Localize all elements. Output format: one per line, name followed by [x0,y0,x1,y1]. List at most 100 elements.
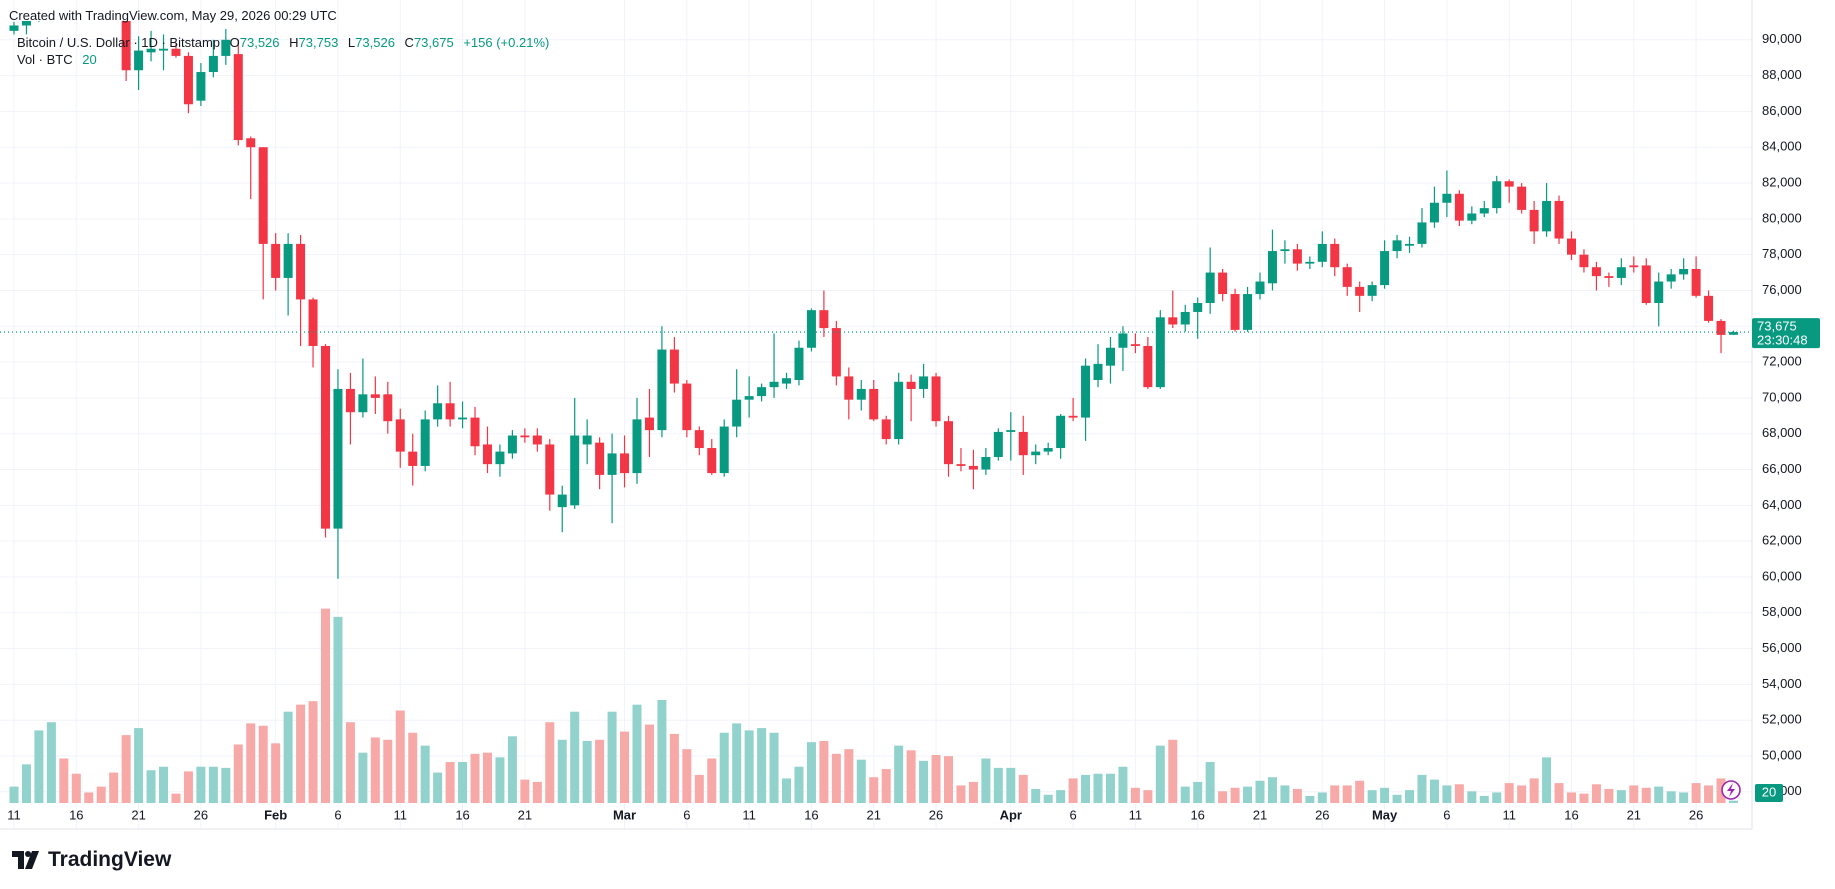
volume-bar [233,744,243,803]
volume-bar [183,771,193,803]
y-tick-label: 78,000 [1762,246,1802,261]
candle-body [582,435,592,445]
volume-bar [520,779,530,803]
candle-body [1355,286,1365,296]
x-tick-label: Feb [264,807,287,822]
candle-body [445,403,455,420]
candle-body [1342,267,1352,287]
x-tick-label: 21 [518,807,532,822]
volume-bar [1479,795,1489,803]
candle-body [1031,451,1041,456]
candle-body [1317,243,1327,262]
candle-body [1130,344,1140,346]
x-tick-label: 16 [1564,807,1578,822]
volume-bar [1105,773,1115,803]
volume-bar [1417,774,1427,803]
x-tick-label: 11 [1129,807,1143,822]
candle-body [458,417,468,420]
volume-bar [1542,757,1552,803]
volume-bar [1031,788,1041,803]
volume-bar [595,739,605,803]
volume-bar [383,739,393,803]
candle-body [1081,365,1091,418]
y-tick-label: 64,000 [1762,497,1802,512]
x-tick-label: Mar [613,807,636,822]
volume-bar [632,704,642,803]
volume-bar [1679,792,1689,803]
volume-bar [1255,780,1265,803]
candle-body [956,464,966,466]
volume-bar [607,711,617,803]
volume-bar [1442,785,1452,803]
volume-bar [246,723,256,803]
candle-body [246,138,256,148]
volume-bar [881,769,891,803]
volume-bar [395,710,405,803]
ohlc-key: H [289,35,299,50]
volume-bar [1280,785,1290,803]
volume-bar [146,770,156,803]
candle-body [333,388,343,529]
x-tick-label: 6 [683,807,690,822]
volume-bar [370,737,380,803]
ohlc-value: 73,675 [413,35,454,50]
candle-body [1043,448,1053,452]
legend: Bitcoin / U.S. Dollar · 1D · Bitstamp O7… [17,35,549,50]
y-tick-label: 90,000 [1762,31,1802,46]
candle-body [1230,294,1240,330]
volume-bar [844,749,854,803]
candle-body [1492,181,1502,209]
assistant-icon[interactable] [1721,780,1741,800]
x-tick-label: 11 [394,807,408,822]
footer: TradingView [12,848,171,872]
volume-bar [1342,785,1352,803]
volume-bar [345,722,355,803]
candle-body [1305,261,1315,264]
volume-bar [744,730,754,803]
candle-body [570,435,580,506]
symbol[interactable]: Bitcoin / U.S. Dollar · 1D · Bitstamp [17,35,220,50]
candle-body [968,465,978,470]
y-tick-label: 76,000 [1762,282,1802,297]
candle-body [794,347,804,380]
candle-body [1429,202,1439,223]
candle-body [869,388,879,420]
volume-bar [757,728,767,803]
volume-bar [1666,791,1676,803]
volume-bar [1155,745,1165,803]
candle-body [1292,249,1302,264]
ohlc-value: 73,753 [298,35,339,50]
volume-bar [445,762,455,803]
candle-body [1243,294,1253,330]
brand[interactable]: TradingView [48,848,172,871]
volume-bar [1579,793,1589,803]
volume-bar [981,758,991,803]
volume-bar [84,792,94,803]
change: +156 (+0.21%) [463,35,550,50]
candle-body [1591,267,1601,277]
candle-body [1504,181,1514,187]
volume-bar [1056,790,1066,803]
volume-bar [321,608,330,803]
candle-body [221,39,231,56]
volume-bar [1405,790,1415,803]
volume-bar [1118,766,1128,803]
candle-body [1679,268,1689,275]
candle-body [1155,317,1165,388]
volume-pane [9,608,1738,803]
candle-body [981,456,991,470]
volume-bar [644,724,654,803]
volume-bar [1330,785,1340,803]
volume-bar [1292,788,1302,803]
candle-body [744,396,754,400]
volume-bar [1716,778,1726,803]
candle-body [1517,186,1527,210]
candle-body [595,442,605,475]
volume-title[interactable]: Vol · BTC [17,52,73,67]
volume-bar [495,757,505,803]
candle-body [1666,274,1676,282]
volume-bar [1641,787,1651,803]
volume-bar [1130,787,1140,803]
volume-bar [1168,739,1178,803]
x-tick-label: 11 [742,807,756,822]
